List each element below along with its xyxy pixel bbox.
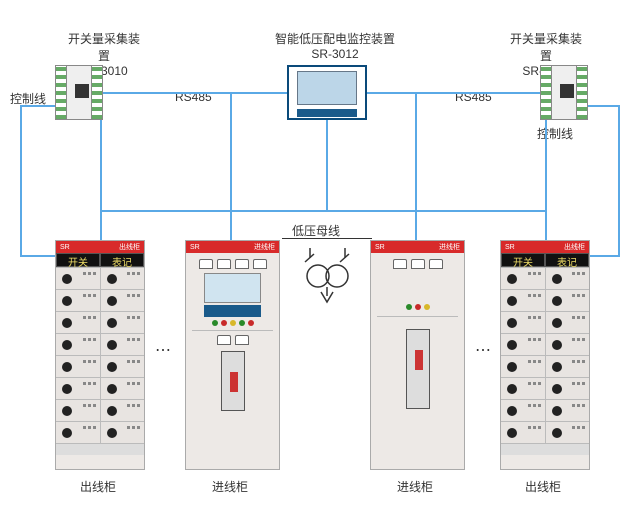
drawer-cell bbox=[501, 422, 546, 443]
drawer-cell bbox=[101, 378, 145, 399]
wire-rs485-left bbox=[103, 92, 287, 94]
drawer-row bbox=[501, 377, 589, 399]
busbar-line bbox=[282, 238, 372, 239]
drawer-row bbox=[56, 421, 144, 443]
drawer-cell bbox=[56, 422, 101, 443]
drawer-cell bbox=[56, 334, 101, 355]
drawer-row bbox=[56, 311, 144, 333]
wire-ctrl-right-v bbox=[618, 105, 620, 255]
drawer-cell bbox=[101, 290, 145, 311]
drawer-cell bbox=[546, 290, 590, 311]
drawer-cell bbox=[546, 400, 590, 421]
drawer-cell bbox=[546, 356, 590, 377]
monitor-title: 智能低压配电监控装置 SR-3012 bbox=[275, 30, 395, 61]
wire-ctrl-left-h bbox=[20, 105, 55, 107]
drawer-row bbox=[56, 377, 144, 399]
drawer-row bbox=[56, 355, 144, 377]
collector-right-device bbox=[540, 65, 588, 120]
drawer-stack-right bbox=[501, 267, 589, 443]
drawer-row bbox=[56, 399, 144, 421]
drawer-stack-left bbox=[56, 267, 144, 443]
drawer-cell bbox=[501, 312, 546, 333]
drawer-cell bbox=[101, 334, 145, 355]
drawer-cell bbox=[546, 378, 590, 399]
drawer-cell bbox=[56, 312, 101, 333]
outlet-cabinet-right: SR出线柜 开关 表记 bbox=[500, 240, 590, 470]
outlet-header-left: 开关 bbox=[56, 253, 100, 267]
wire-drop-3b bbox=[415, 210, 417, 240]
outlet-header-left: 开关 bbox=[501, 253, 545, 267]
drawer-cell bbox=[101, 312, 145, 333]
incoming-1-caption: 进线柜 bbox=[212, 478, 248, 495]
wire-ctrl-left-v bbox=[20, 105, 22, 255]
wire-bus-h bbox=[100, 210, 547, 212]
outlet-left-caption: 出线柜 bbox=[80, 478, 116, 495]
drawer-cell bbox=[546, 334, 590, 355]
outlet-cabinet-left: SR出线柜 开关 表记 bbox=[55, 240, 145, 470]
incoming-cabinet-1: SR进线柜 bbox=[185, 240, 280, 470]
drawer-cell bbox=[56, 400, 101, 421]
wire-drop-2a bbox=[230, 92, 232, 210]
wire-drop-3a bbox=[415, 92, 417, 210]
drawer-cell bbox=[101, 422, 145, 443]
drawer-row bbox=[56, 333, 144, 355]
drawer-cell bbox=[546, 312, 590, 333]
wire-monitor-down bbox=[326, 120, 328, 212]
drawer-cell bbox=[501, 356, 546, 377]
outlet-header-right: 表记 bbox=[545, 253, 589, 267]
drawer-cell bbox=[101, 268, 145, 289]
wire-ctrl-left-h2 bbox=[20, 255, 55, 257]
drawer-cell bbox=[501, 400, 546, 421]
wire-drop-4a bbox=[545, 120, 547, 210]
wire-rs485-right bbox=[367, 92, 540, 94]
wire-drop-1b bbox=[100, 210, 102, 240]
transformer-symbol bbox=[300, 248, 355, 308]
drawer-row bbox=[501, 421, 589, 443]
drawer-cell bbox=[56, 268, 101, 289]
outlet-right-caption: 出线柜 bbox=[525, 478, 561, 495]
drawer-cell bbox=[56, 290, 101, 311]
drawer-cell bbox=[546, 268, 590, 289]
monitor-device bbox=[287, 65, 367, 120]
drawer-cell bbox=[501, 334, 546, 355]
ellipsis-right: ⋯ bbox=[475, 340, 491, 360]
drawer-row bbox=[501, 399, 589, 421]
wire-drop-2b bbox=[230, 210, 232, 240]
incoming-cabinet-2: SR进线柜 bbox=[370, 240, 465, 470]
collector-left-device bbox=[55, 65, 103, 120]
drawer-cell bbox=[101, 356, 145, 377]
wire-drop-1a bbox=[100, 120, 102, 210]
control-line-label-right: 控制线 bbox=[530, 125, 580, 142]
busbar-label: 低压母线 bbox=[292, 222, 340, 239]
drawer-cell bbox=[501, 290, 546, 311]
wire-drop-4b bbox=[545, 210, 547, 240]
drawer-row bbox=[56, 267, 144, 289]
drawer-cell bbox=[56, 378, 101, 399]
drawer-cell bbox=[101, 400, 145, 421]
drawer-row bbox=[501, 289, 589, 311]
wire-ctrl-right-h2 bbox=[590, 255, 620, 257]
incoming-2-caption: 进线柜 bbox=[397, 478, 433, 495]
diagram-canvas: 开关量采集装置 SR-3010 智能低压配电监控装置 SR-3012 开关量采集… bbox=[0, 0, 640, 525]
drawer-row bbox=[56, 289, 144, 311]
drawer-cell bbox=[501, 378, 546, 399]
drawer-cell bbox=[546, 422, 590, 443]
drawer-cell bbox=[56, 356, 101, 377]
drawer-cell bbox=[501, 268, 546, 289]
outlet-header-right: 表记 bbox=[100, 253, 144, 267]
ellipsis-left: ⋯ bbox=[155, 340, 171, 360]
drawer-row bbox=[501, 333, 589, 355]
drawer-row bbox=[501, 355, 589, 377]
wire-ctrl-right-h bbox=[588, 105, 618, 107]
drawer-row bbox=[501, 267, 589, 289]
drawer-row bbox=[501, 311, 589, 333]
